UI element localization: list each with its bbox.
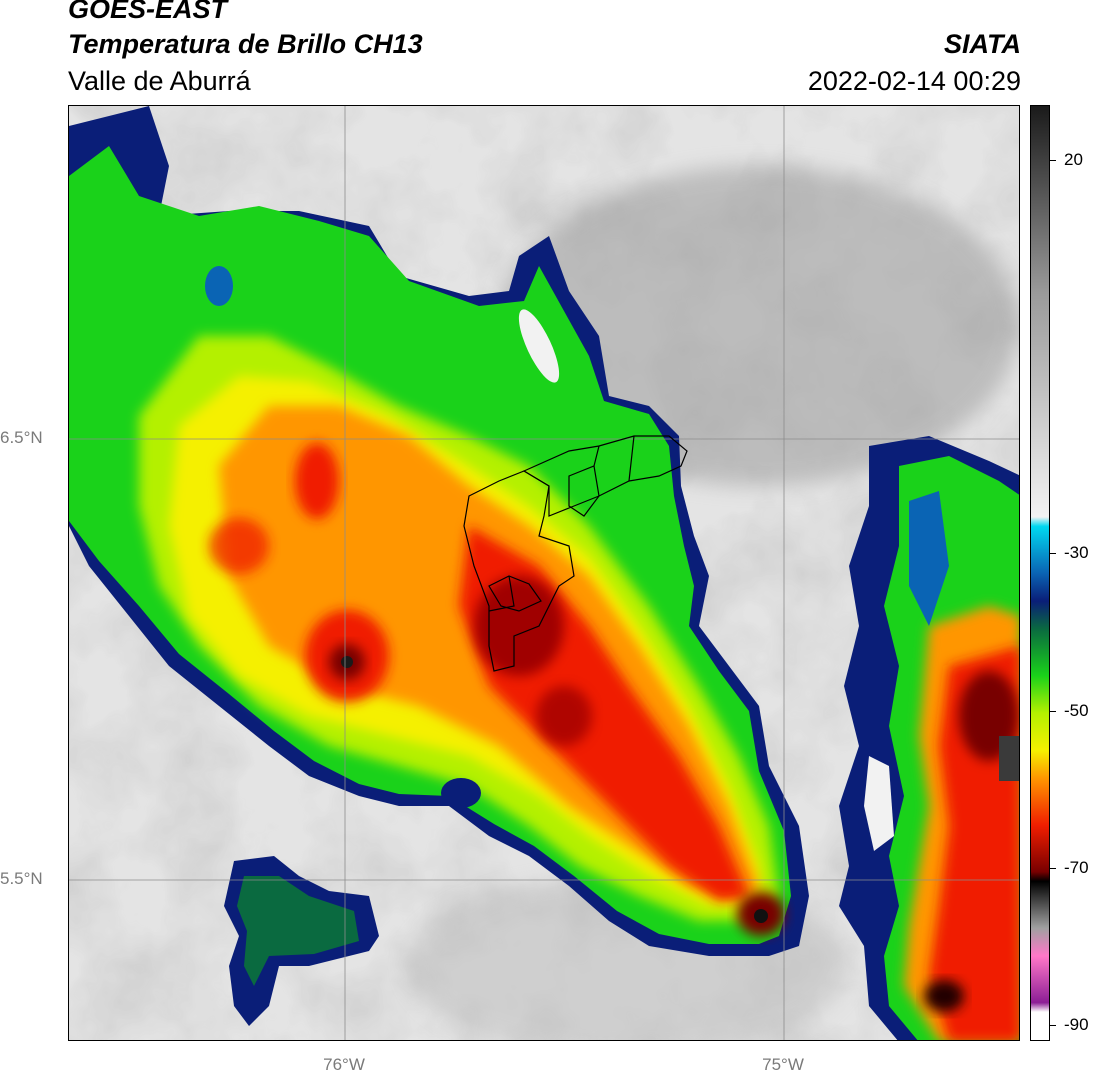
colorbar-tick-label: 20 — [1064, 150, 1083, 170]
colorbar-tick-mark — [1050, 160, 1056, 162]
region-label: Valle de Aburrá — [68, 66, 251, 96]
graticule — [69, 106, 1019, 1040]
colorbar-tick-label: -30 — [1064, 543, 1089, 563]
colorbar-tick-mark — [1050, 553, 1056, 555]
clear-gap — [518, 309, 560, 383]
satellite-title: GOES-EAST — [68, 0, 228, 24]
map-canvas — [69, 106, 1019, 1040]
overshooting-top — [341, 656, 353, 668]
product-title: Temperatura de Brillo CH13 — [68, 29, 423, 59]
cloud-core-red — [295, 443, 339, 519]
cloud-hole-navy — [441, 778, 481, 808]
very-cold-top — [999, 736, 1019, 781]
colorbar-tick-mark — [1050, 867, 1056, 869]
longitude-label: 75°W — [762, 1055, 804, 1074]
cloud-core-darkred — [536, 686, 592, 746]
colorbar-tick-mark — [1050, 710, 1056, 712]
municipality-outline — [568, 465, 600, 517]
cloud-hole-blue — [909, 491, 949, 626]
municipality-outline — [593, 435, 635, 482]
municipality-outline — [522, 435, 688, 517]
convective-cloud-main — [69, 106, 809, 956]
cloud-shield-darkgreen — [237, 876, 359, 986]
brightness-temperature-map[interactable] — [68, 105, 1020, 1041]
latitude-label: 5.5°N — [0, 869, 43, 888]
colorbar-tick-label: -90 — [1064, 1015, 1089, 1035]
convective-cloud-east — [839, 436, 1019, 1040]
organization-label: SIATA — [944, 29, 1021, 59]
longitude-label: 76°W — [323, 1055, 365, 1074]
timestamp-label: 2022-02-14 00:29 — [807, 66, 1021, 96]
municipality-outline — [488, 575, 515, 612]
colorbar-tick-label: -50 — [1064, 700, 1089, 720]
overshooting-top — [754, 909, 768, 923]
municipal-boundaries — [463, 435, 688, 672]
cloud-core-darkred — [474, 576, 564, 676]
cloud-core-darkred — [924, 980, 964, 1012]
clear-gap — [864, 756, 894, 851]
colorbar-tick-label: -70 — [1064, 857, 1089, 877]
convective-cloud-southwest — [224, 856, 379, 1026]
cloud-hole-blue — [205, 266, 233, 306]
temperature-colorbar — [1030, 105, 1050, 1041]
colorbar-tick-mark — [1050, 1025, 1056, 1027]
latitude-label: 6.5°N — [0, 428, 43, 447]
cloud-core-red — [209, 518, 269, 574]
